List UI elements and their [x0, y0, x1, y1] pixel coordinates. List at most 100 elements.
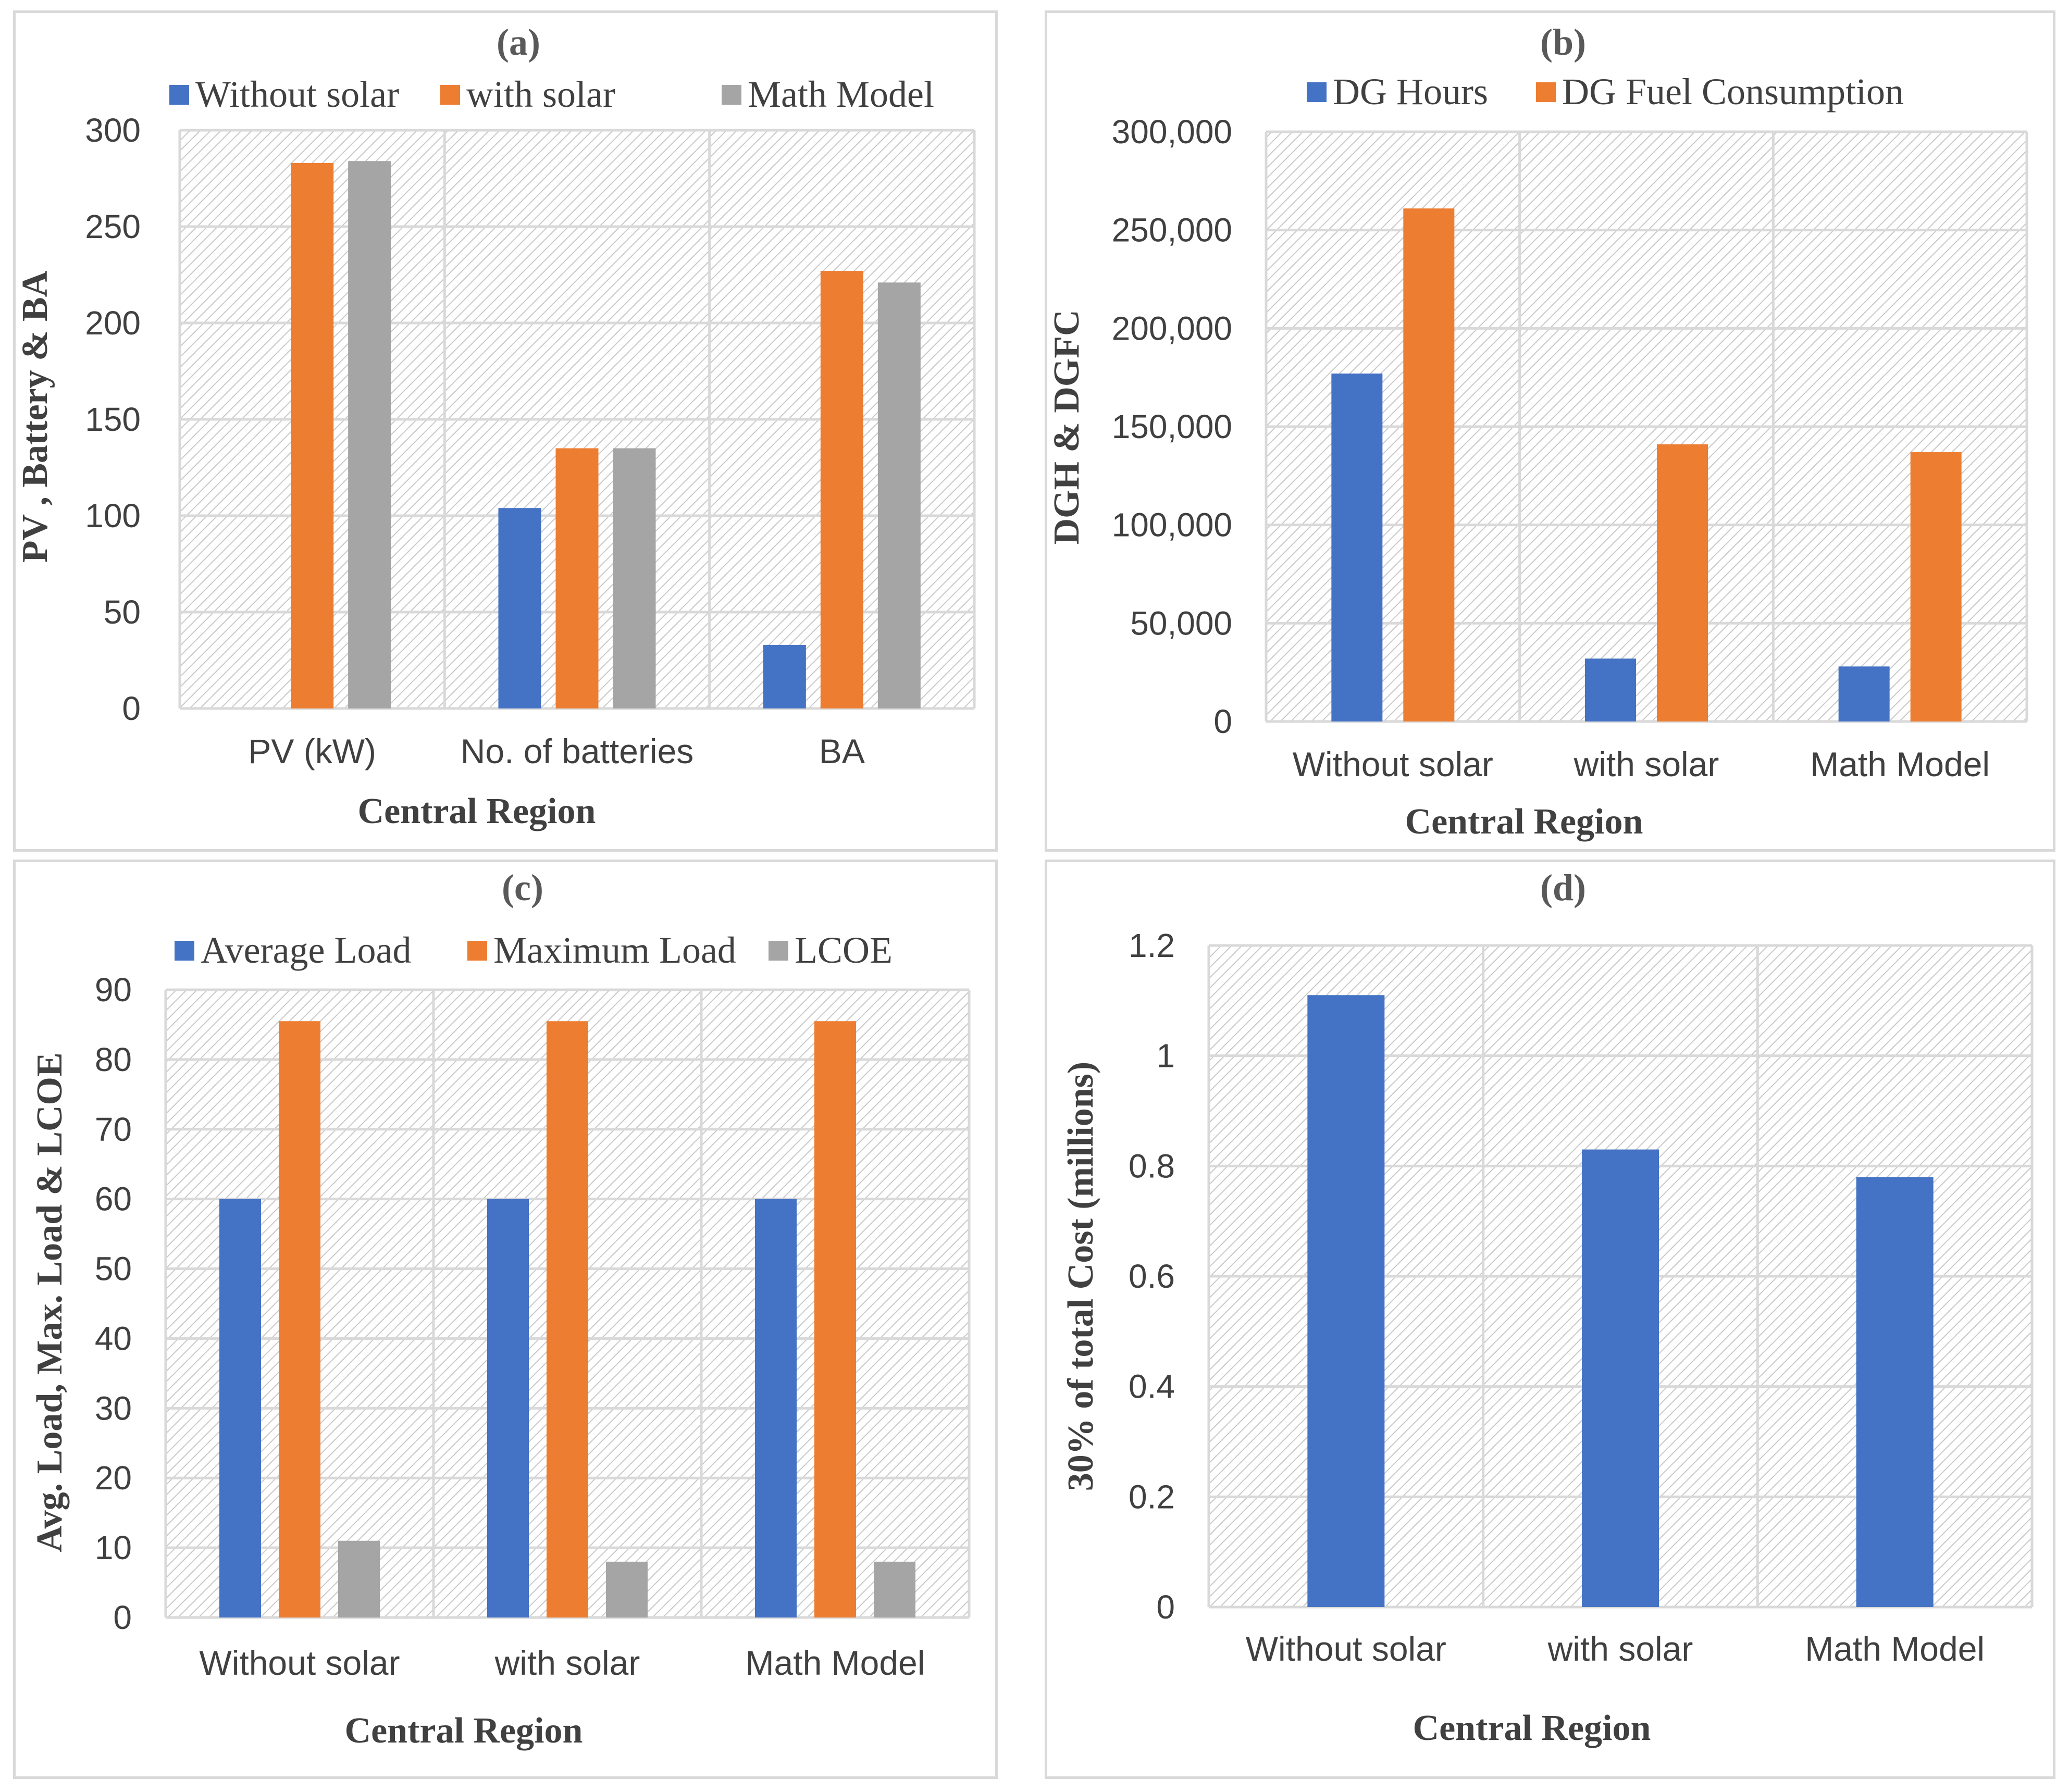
y-axis-title-b: DGH & DGFC	[1047, 309, 1087, 544]
legend-label-a-0: Without solar	[195, 73, 399, 115]
x-axis-title-c: Central Region	[345, 1711, 583, 1751]
x-tick-label-d: Without solar	[1246, 1629, 1446, 1668]
y-tick-label-b: 100,000	[1112, 506, 1232, 544]
y-tick-label-b: 300,000	[1112, 113, 1232, 151]
y-tick-label-a: 100	[85, 497, 141, 534]
chart-title-c: (c)	[502, 867, 543, 909]
legend-swatch-b-1	[1536, 82, 1556, 102]
y-tick-label-b: 200,000	[1112, 309, 1232, 347]
chart-a: 0 50 100 150 200 250 300 PV (kW) No. of batterie…	[15, 21, 976, 831]
y-tick-label-d: 1.2	[1129, 927, 1175, 964]
bar-d-0-0	[1307, 995, 1385, 1607]
x-tick-label-d: Math Model	[1805, 1629, 1985, 1668]
bar-a-2-1	[820, 271, 863, 708]
x-tick-label-a: No. of batteries	[461, 732, 694, 770]
y-tick-label-c: 40	[95, 1320, 132, 1357]
legend-label-b-1: DG Fuel Consumption	[1562, 71, 1904, 113]
bar-c-1-0	[487, 1199, 529, 1617]
y-axis-title-d: 30% of total Cost (millions)	[1061, 1062, 1101, 1491]
x-tick-label-a: BA	[819, 732, 865, 770]
x-tick-label-c: Math Model	[746, 1644, 925, 1682]
x-tick-label-d: with solar	[1547, 1629, 1693, 1668]
bar-a-2-2	[877, 282, 921, 708]
y-tick-label-b: 0	[1213, 703, 1232, 740]
x-tick-label-b: Without solar	[1293, 745, 1493, 783]
legend-swatch-a-2	[722, 85, 741, 105]
y-tick-label-a: 300	[85, 111, 141, 149]
bar-c-2-1	[814, 1021, 856, 1617]
y-tick-label-d: 0.8	[1129, 1147, 1175, 1185]
bar-d-1-0	[1582, 1149, 1659, 1607]
bar-c-0-1	[279, 1021, 320, 1617]
y-tick-label-b: 250,000	[1112, 211, 1232, 249]
legend-swatch-a-1	[440, 85, 460, 105]
bar-c-1-1	[547, 1021, 588, 1617]
bar-b-1-0	[1585, 658, 1636, 721]
chart-c: 0 10 20 30 40 50 60 70 80 90 Without solar with sol…	[30, 867, 971, 1751]
bar-c-2-2	[874, 1561, 915, 1617]
y-tick-label-a: 150	[85, 401, 141, 438]
y-tick-label-c: 20	[95, 1459, 132, 1497]
y-tick-label-c: 70	[95, 1111, 132, 1148]
chart-b: 0 50,000 100,000 150,000 200,000 250,000 300,0…	[1047, 21, 2028, 842]
bar-b-1-1	[1657, 444, 1708, 721]
y-tick-label-b: 150,000	[1112, 408, 1232, 445]
bar-a-0-2	[348, 161, 391, 709]
x-axis-title-d: Central Region	[1413, 1708, 1651, 1748]
bar-a-1-0	[498, 508, 541, 708]
x-tick-label-c: with solar	[494, 1644, 640, 1682]
y-tick-label-c: 60	[95, 1180, 132, 1218]
x-axis-title-a: Central Region	[358, 791, 596, 831]
chart-title-b: (b)	[1540, 21, 1586, 63]
y-tick-label-a: 50	[104, 593, 141, 631]
bar-d-2-0	[1856, 1177, 1934, 1607]
bar-b-2-0	[1838, 666, 1890, 721]
chart-title-a: (a)	[497, 21, 540, 63]
x-tick-label-a: PV (kW)	[248, 732, 376, 770]
y-tick-label-c: 80	[95, 1041, 132, 1078]
legend-label-a-1: with solar	[466, 73, 615, 115]
chart-title-d: (d)	[1540, 867, 1586, 909]
legend-label-a-2: Math Model	[748, 73, 934, 115]
y-tick-label-d: 0.2	[1129, 1478, 1175, 1515]
y-tick-label-a: 250	[85, 208, 141, 245]
y-tick-label-d: 1	[1156, 1037, 1175, 1075]
y-tick-label-b: 50,000	[1130, 604, 1232, 642]
legend-label-c-2: LCOE	[795, 929, 893, 971]
y-tick-label-a: 200	[85, 304, 141, 342]
x-axis-title-b: Central Region	[1405, 802, 1643, 842]
bar-c-0-2	[338, 1540, 380, 1617]
y-tick-label-c: 30	[95, 1389, 132, 1427]
y-tick-label-c: 10	[95, 1529, 132, 1566]
bar-a-0-1	[291, 163, 334, 708]
legend-swatch-c-2	[769, 941, 788, 961]
y-axis-title-c: Avg. Load, Max. Load & LCOE	[30, 1052, 70, 1552]
bar-c-0-0	[219, 1199, 261, 1617]
chart-d: 0 0.2 0.4 0.6 0.8 1 1.2 Without solar with solar…	[1061, 867, 2034, 1748]
bar-b-0-1	[1403, 208, 1455, 721]
legend-swatch-c-1	[467, 941, 487, 961]
bar-a-1-1	[555, 448, 599, 708]
y-tick-label-c: 50	[95, 1250, 132, 1288]
legend-swatch-b-0	[1307, 82, 1327, 102]
legend-label-b-0: DG Hours	[1333, 71, 1488, 113]
y-tick-label-a: 0	[122, 690, 141, 727]
bar-b-0-0	[1331, 374, 1383, 721]
y-tick-label-d: 0.6	[1129, 1258, 1175, 1295]
legend-swatch-c-0	[175, 941, 194, 961]
bar-c-2-0	[755, 1199, 797, 1617]
bar-a-2-0	[763, 644, 806, 708]
legend-label-c-1: Maximum Load	[493, 929, 736, 971]
legend-label-c-0: Average Load	[201, 929, 411, 971]
bar-b-2-1	[1910, 452, 1962, 721]
x-tick-label-c: Without solar	[199, 1644, 400, 1682]
bar-a-1-2	[613, 448, 656, 708]
y-tick-label-c: 90	[95, 971, 132, 1009]
y-tick-label-d: 0	[1156, 1588, 1175, 1626]
y-axis-title-a: PV , Battery & BA	[15, 270, 55, 563]
bar-c-1-2	[606, 1561, 648, 1617]
legend-swatch-a-0	[169, 85, 189, 105]
x-tick-label-b: with solar	[1574, 745, 1719, 783]
